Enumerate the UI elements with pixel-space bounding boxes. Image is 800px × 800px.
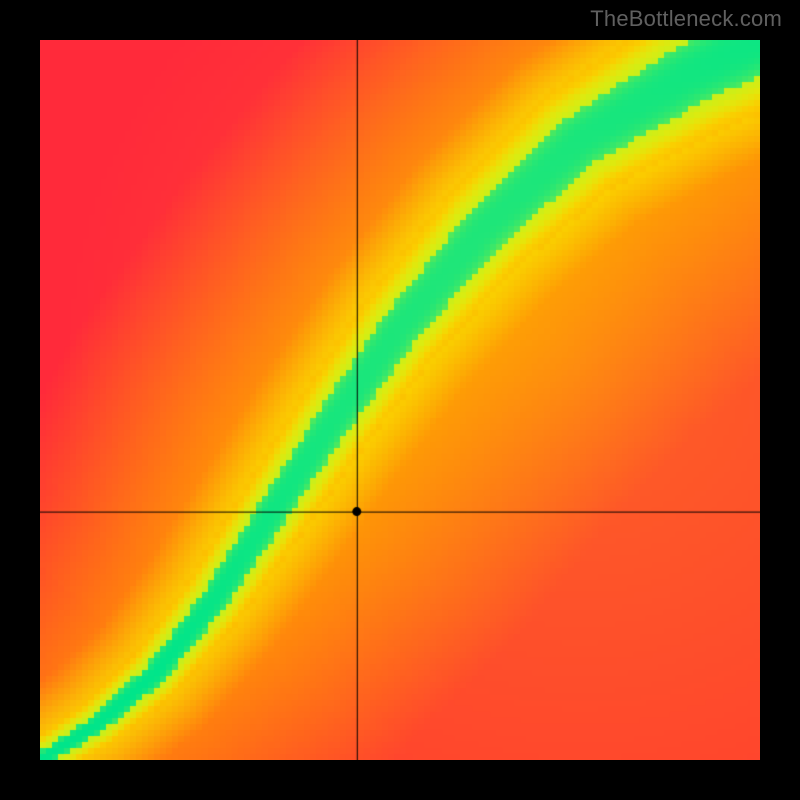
heatmap-canvas bbox=[40, 40, 760, 760]
watermark-label: TheBottleneck.com bbox=[590, 6, 782, 32]
heatmap-plot bbox=[40, 40, 760, 760]
chart-container: TheBottleneck.com bbox=[0, 0, 800, 800]
